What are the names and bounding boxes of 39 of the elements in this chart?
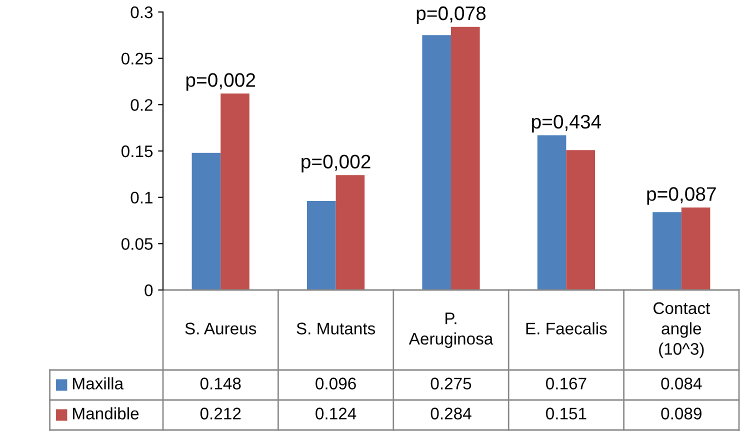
x-tick-label: Contact angle (10^3) — [654, 302, 710, 358]
y-tick-label: 0 — [144, 284, 153, 296]
data-label: 0.148 — [200, 378, 241, 390]
data-label: 0.151 — [546, 408, 586, 420]
x-tick-label: S. Aureus — [185, 322, 256, 334]
data-label: 0.096 — [316, 378, 356, 390]
annotation: p=0,434 — [532, 114, 602, 132]
x-tick-label: S. Mutants — [296, 322, 376, 334]
data-label: 0.275 — [430, 378, 472, 390]
bar — [681, 208, 710, 290]
bar — [220, 94, 250, 290]
annotation: p=0,087 — [647, 187, 716, 205]
bar — [422, 35, 451, 290]
legend-label: Mandible — [73, 407, 139, 420]
y-tick-label: 0.1 — [130, 192, 152, 204]
y-tick-label: 0.25 — [121, 52, 153, 65]
y-tick-label: 0.15 — [121, 145, 153, 158]
y-tick-label: 0.05 — [121, 238, 153, 250]
bar — [336, 175, 365, 290]
bar — [192, 152, 221, 290]
data-label: 0.212 — [200, 408, 241, 420]
data-label: 0.089 — [661, 408, 702, 420]
x-tick-label: E. Faecalis — [526, 322, 607, 334]
annotation: p=0,002 — [302, 154, 370, 172]
x-tick-label: P. Aeruginosa — [408, 312, 494, 348]
y-tick-label: 0.2 — [130, 99, 152, 111]
data-label: 0.167 — [546, 378, 586, 390]
annotation: p=0,078 — [416, 6, 486, 24]
legend-label: Maxilla — [73, 377, 124, 390]
bar — [537, 135, 566, 290]
bar — [307, 201, 336, 290]
bar — [566, 150, 595, 290]
y-tick-label: 0.3 — [130, 6, 153, 18]
data-label: 0.124 — [316, 408, 356, 420]
data-label: 0.084 — [661, 378, 702, 390]
annotation: p=0,002 — [186, 73, 256, 91]
bar — [451, 26, 480, 290]
data-label: 0.284 — [430, 408, 472, 420]
bar — [652, 212, 682, 290]
